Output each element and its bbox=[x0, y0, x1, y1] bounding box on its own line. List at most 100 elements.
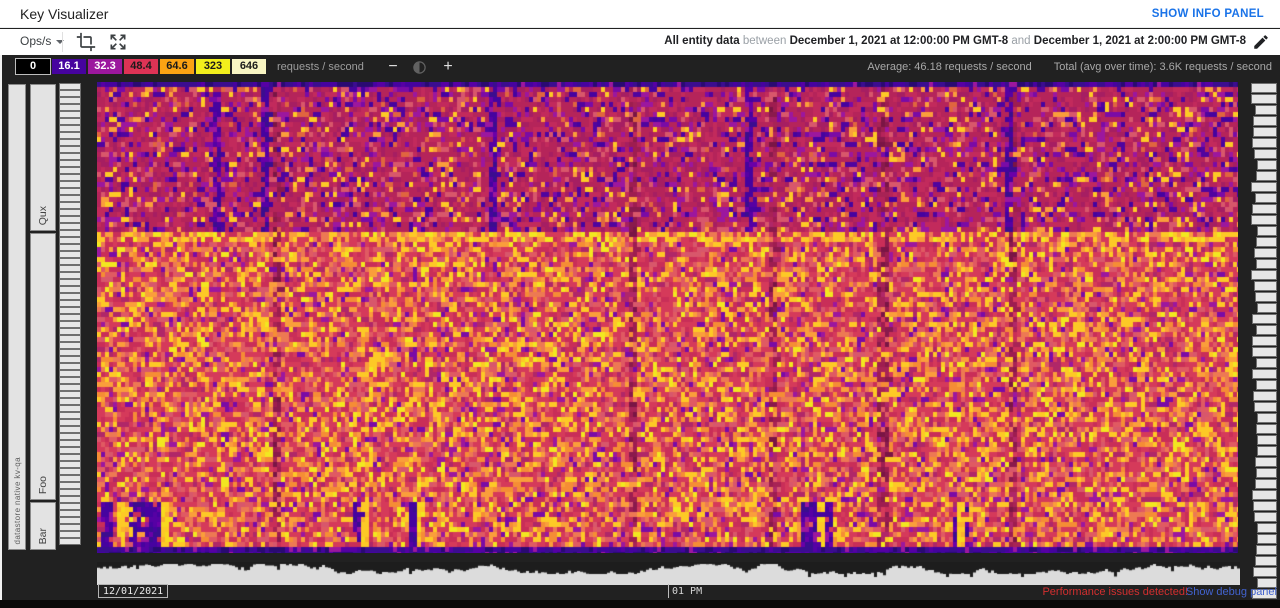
range-between: between bbox=[742, 35, 787, 47]
ruler-stripe bbox=[59, 293, 81, 300]
zoom-out-button[interactable]: − bbox=[388, 58, 398, 75]
ruler-stripe bbox=[1253, 391, 1277, 401]
average-value: Average: 46.18 requests / second bbox=[867, 61, 1032, 73]
ruler-stripe bbox=[59, 139, 81, 146]
time-range: All entity data between December 1, 2021… bbox=[664, 35, 1246, 47]
ruler-stripe bbox=[59, 307, 81, 314]
ruler-stripe bbox=[1253, 116, 1277, 126]
ruler-stripe bbox=[59, 314, 81, 321]
ruler-stripe bbox=[59, 328, 81, 335]
ruler-stripe bbox=[1257, 413, 1277, 423]
crop-icon bbox=[76, 32, 96, 52]
ruler-stripe bbox=[1257, 578, 1277, 588]
ruler-stripe bbox=[59, 349, 81, 356]
ruler-stripe bbox=[59, 195, 81, 202]
section-bar[interactable]: Bar bbox=[30, 502, 56, 550]
ruler-stripe bbox=[1256, 358, 1277, 368]
show-info-panel-link[interactable]: SHOW INFO PANEL bbox=[1151, 8, 1264, 20]
entity-range-bar[interactable]: datastore native kv-qa bbox=[8, 84, 26, 550]
range-start: December 1, 2021 at 12:00:00 PM GMT-8 bbox=[789, 35, 1009, 47]
range-and: and bbox=[1011, 35, 1031, 47]
ruler-stripe bbox=[59, 531, 81, 538]
range-prefix: All entity data bbox=[664, 35, 740, 47]
zoom-in-button[interactable]: + bbox=[443, 58, 453, 75]
metric-dropdown[interactable]: Ops/s bbox=[20, 34, 65, 48]
ruler-stripe bbox=[1255, 479, 1277, 489]
ruler-stripe bbox=[1256, 171, 1277, 181]
ruler-stripe bbox=[59, 419, 81, 426]
edit-range-button[interactable] bbox=[1252, 33, 1270, 51]
ruler-stripe bbox=[1251, 182, 1277, 192]
ruler-stripe bbox=[1254, 281, 1277, 291]
ruler-stripe bbox=[1254, 402, 1277, 412]
total-value: Total (avg over time): 3.6K requests / s… bbox=[1053, 61, 1272, 73]
ruler-stripe bbox=[59, 216, 81, 223]
ruler-stripe bbox=[1253, 567, 1277, 577]
ruler-stripe bbox=[59, 244, 81, 251]
ruler-stripe bbox=[59, 209, 81, 216]
legend-unit: requests / second bbox=[277, 61, 364, 73]
ruler-stripe bbox=[1257, 303, 1277, 313]
ruler-stripe bbox=[59, 258, 81, 265]
ruler-stripe bbox=[59, 181, 81, 188]
ruler-stripe bbox=[59, 461, 81, 468]
pencil-icon bbox=[1252, 35, 1270, 55]
ruler-stripe bbox=[1252, 589, 1277, 599]
legend-stats: Average: 46.18 requests / second Total (… bbox=[867, 61, 1272, 73]
metric-label: Ops/s bbox=[20, 34, 52, 48]
ruler-stripe bbox=[1251, 270, 1277, 280]
ruler-stripe bbox=[59, 237, 81, 244]
ruler-stripe bbox=[59, 202, 81, 209]
legend-swatch: 16.1 bbox=[52, 59, 86, 74]
legend-swatch: 0 bbox=[15, 58, 51, 75]
ruler-stripe bbox=[1254, 149, 1277, 159]
timeline-scrubber[interactable] bbox=[97, 562, 1240, 585]
fullscreen-button[interactable] bbox=[108, 32, 128, 52]
ruler-stripe bbox=[59, 223, 81, 230]
crop-button[interactable] bbox=[76, 32, 96, 52]
ruler-stripe bbox=[1252, 204, 1277, 214]
ruler-stripe bbox=[1257, 446, 1277, 456]
ruler-stripe bbox=[59, 489, 81, 496]
ruler-stripe bbox=[59, 104, 81, 111]
ruler-stripe bbox=[59, 153, 81, 160]
ruler-stripe bbox=[59, 342, 81, 349]
ruler-stripe bbox=[1252, 138, 1277, 148]
ruler-stripe bbox=[1257, 534, 1277, 544]
ruler-stripe bbox=[1253, 127, 1277, 137]
legend-bar: 0 16.1 32.3 48.4 64.6 323 646 requests / secon… bbox=[0, 55, 1280, 81]
legend-swatch: 646 bbox=[232, 59, 266, 74]
ruler-stripe bbox=[59, 146, 81, 153]
range-end: December 1, 2021 at 2:00:00 PM GMT-8 bbox=[1033, 35, 1246, 47]
ruler-stripe bbox=[59, 440, 81, 447]
ruler-stripe bbox=[59, 482, 81, 489]
ruler-stripe bbox=[59, 475, 81, 482]
ruler-stripe bbox=[59, 538, 81, 545]
section-foo[interactable]: Foo bbox=[30, 233, 56, 500]
ruler-stripe bbox=[59, 370, 81, 377]
ruler-stripe bbox=[1256, 424, 1277, 434]
ruler-stripe bbox=[59, 496, 81, 503]
left-edge bbox=[0, 55, 2, 601]
legend-swatch: 323 bbox=[196, 59, 230, 74]
ruler-stripe bbox=[1252, 347, 1277, 357]
contrast-toggle[interactable] bbox=[412, 60, 427, 75]
legend-swatch: 64.6 bbox=[160, 59, 194, 74]
ruler-stripe bbox=[59, 517, 81, 524]
ruler-stripe bbox=[1256, 237, 1277, 247]
page-title: Key Visualizer bbox=[20, 6, 109, 22]
heatmap-canvas[interactable] bbox=[97, 82, 1238, 553]
ruler-stripe bbox=[59, 174, 81, 181]
show-debug-panel-link[interactable]: Show debug panel bbox=[1185, 586, 1277, 598]
ruler-stripe bbox=[59, 279, 81, 286]
ruler-stripe bbox=[59, 405, 81, 412]
time-tick-label: 01 PM bbox=[672, 586, 703, 597]
ruler-stripe bbox=[1251, 83, 1277, 93]
ruler-stripe bbox=[59, 251, 81, 258]
legend-swatch: 32.3 bbox=[88, 59, 122, 74]
section-qux[interactable]: Qux bbox=[30, 84, 56, 231]
ruler-stripe bbox=[59, 300, 81, 307]
ruler-stripe bbox=[59, 160, 81, 167]
ruler-stripe bbox=[1255, 193, 1277, 203]
